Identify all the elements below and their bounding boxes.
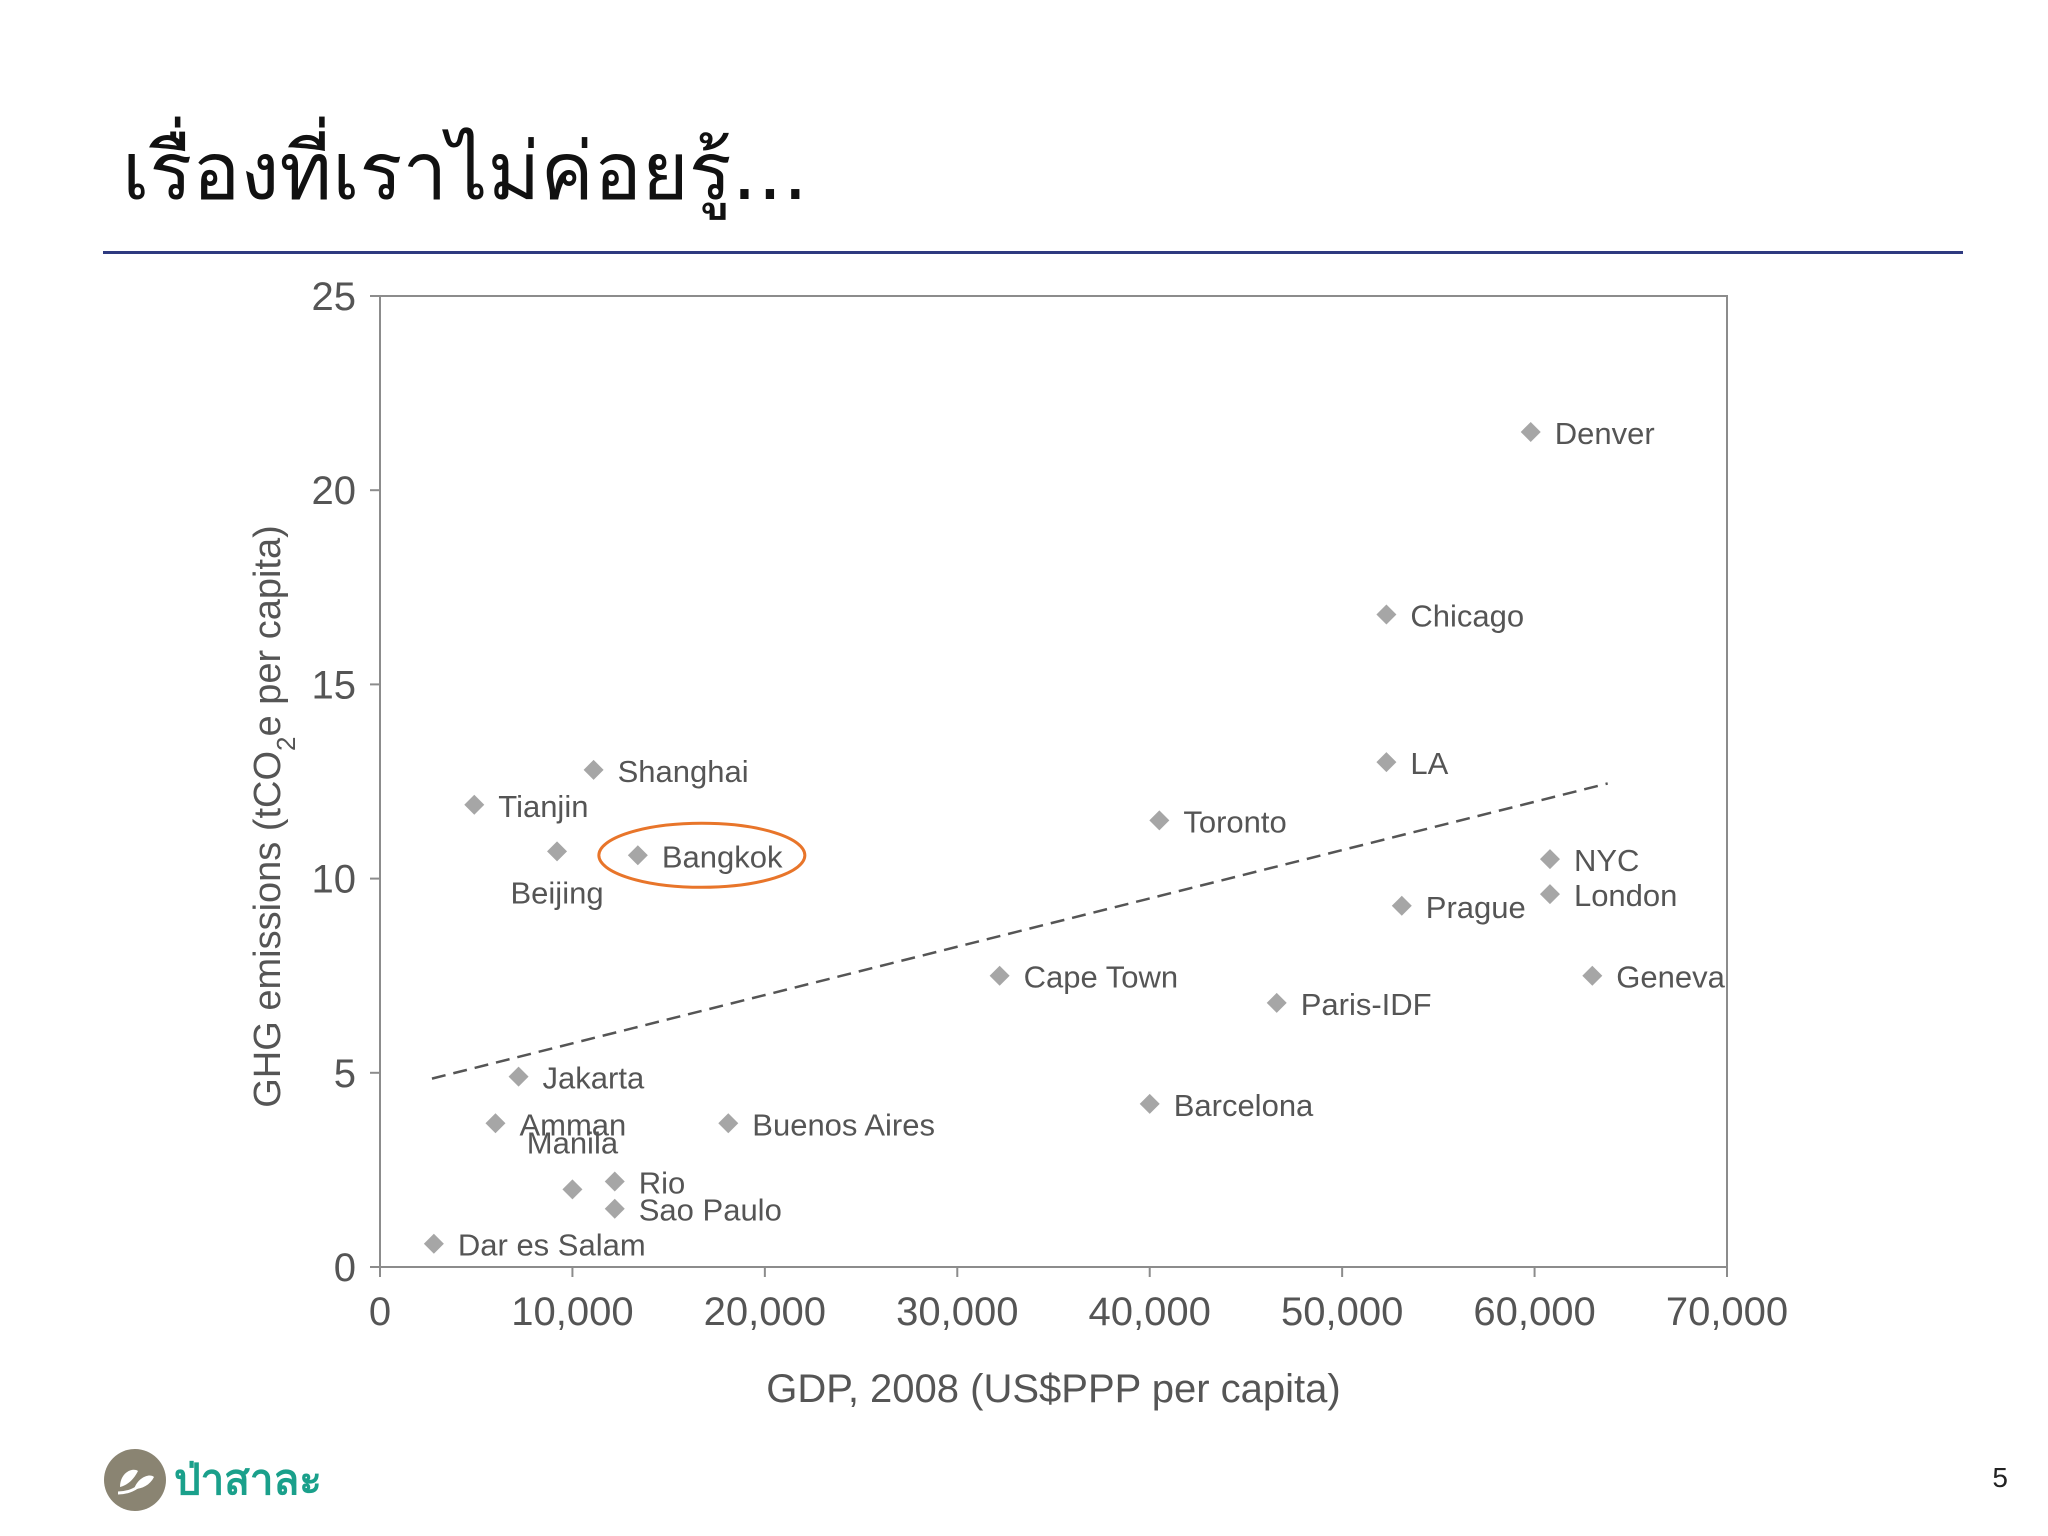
point-buenos-aires bbox=[718, 1113, 739, 1134]
point-label-paris-idf: Paris-IDF bbox=[1301, 987, 1432, 1022]
point-label-geneva: Geneva bbox=[1616, 960, 1725, 995]
point-denver bbox=[1520, 421, 1541, 442]
leaf-logo-icon bbox=[104, 1449, 166, 1511]
point-label-sao-paulo: Sao Paulo bbox=[639, 1193, 782, 1228]
point-label-denver: Denver bbox=[1555, 416, 1655, 451]
point-la bbox=[1376, 752, 1397, 773]
page-number: 5 bbox=[1992, 1462, 2008, 1493]
point-label-tianjin: Tianjin bbox=[498, 789, 588, 824]
point-label-amman: Amman bbox=[519, 1107, 626, 1142]
point-label-prague: Prague bbox=[1426, 890, 1526, 925]
x-tick-label: 10,000 bbox=[511, 1290, 633, 1334]
point-shanghai bbox=[583, 759, 604, 780]
point-barcelona bbox=[1139, 1093, 1160, 1114]
logo-text: ป่าสาละ bbox=[174, 1455, 322, 1504]
plot-frame bbox=[379, 295, 1728, 1268]
point-beijing bbox=[547, 841, 568, 862]
point-rio bbox=[604, 1171, 625, 1192]
point-label-toronto: Toronto bbox=[1183, 804, 1286, 839]
point-paris-idf bbox=[1266, 992, 1287, 1013]
slide-title: เรื่องที่เราไม่ค่อยรู้... bbox=[122, 125, 809, 218]
y-tick-label: 20 bbox=[312, 469, 357, 513]
point-label-manila: Manila bbox=[527, 1125, 619, 1160]
point-chicago bbox=[1376, 604, 1397, 625]
point-sao-paulo bbox=[604, 1198, 625, 1219]
point-label-barcelona: Barcelona bbox=[1174, 1088, 1314, 1123]
point-dar-es-salam bbox=[423, 1233, 444, 1254]
point-jakarta bbox=[508, 1066, 529, 1087]
y-tick-label: 15 bbox=[312, 663, 357, 707]
point-bangkok bbox=[627, 845, 648, 866]
point-geneva bbox=[1582, 965, 1603, 986]
y-tick-label: 25 bbox=[312, 275, 357, 319]
point-label-bangkok: Bangkok bbox=[662, 839, 783, 874]
point-label-chicago: Chicago bbox=[1410, 598, 1524, 633]
point-label-beijing: Beijing bbox=[511, 875, 604, 910]
y-tick-label: 10 bbox=[312, 858, 357, 902]
point-cape-town bbox=[989, 965, 1010, 986]
point-label-london: London bbox=[1574, 878, 1677, 913]
point-label-rio: Rio bbox=[639, 1166, 686, 1201]
logo: ป่าสาละ bbox=[104, 1448, 322, 1512]
x-tick-label: 0 bbox=[369, 1290, 391, 1334]
x-axis-label: GDP, 2008 (US$PPP per capita) bbox=[766, 1367, 1340, 1411]
x-tick-label: 50,000 bbox=[1281, 1290, 1403, 1334]
point-label-nyc: NYC bbox=[1574, 843, 1639, 878]
x-tick-label: 40,000 bbox=[1089, 1290, 1211, 1334]
point-london bbox=[1539, 884, 1560, 905]
x-tick-label: 30,000 bbox=[896, 1290, 1018, 1334]
point-amman bbox=[485, 1113, 506, 1134]
y-tick-label: 0 bbox=[334, 1246, 356, 1290]
point-label-shanghai: Shanghai bbox=[618, 754, 749, 789]
point-label-dar-es-salam: Dar es Salam bbox=[458, 1228, 646, 1263]
point-label-jakarta: Jakarta bbox=[543, 1061, 645, 1096]
x-tick-label: 20,000 bbox=[704, 1290, 826, 1334]
trend-line bbox=[431, 782, 1608, 1080]
highlight-ellipse bbox=[597, 821, 807, 889]
point-manila bbox=[562, 1179, 583, 1200]
point-toronto bbox=[1149, 810, 1170, 831]
x-tick-label: 60,000 bbox=[1473, 1290, 1595, 1334]
x-tick-label: 70,000 bbox=[1666, 1290, 1788, 1334]
point-tianjin bbox=[464, 794, 485, 815]
point-label-la: LA bbox=[1410, 746, 1448, 781]
point-label-cape-town: Cape Town bbox=[1024, 960, 1179, 995]
point-prague bbox=[1391, 895, 1412, 916]
point-label-buenos-aires: Buenos Aires bbox=[752, 1107, 935, 1142]
y-tick-label: 5 bbox=[334, 1052, 356, 1096]
y-axis-label: GHG emissions (tCO2e per capita) bbox=[247, 525, 301, 1108]
point-nyc bbox=[1539, 849, 1560, 870]
title-divider bbox=[103, 251, 1963, 254]
